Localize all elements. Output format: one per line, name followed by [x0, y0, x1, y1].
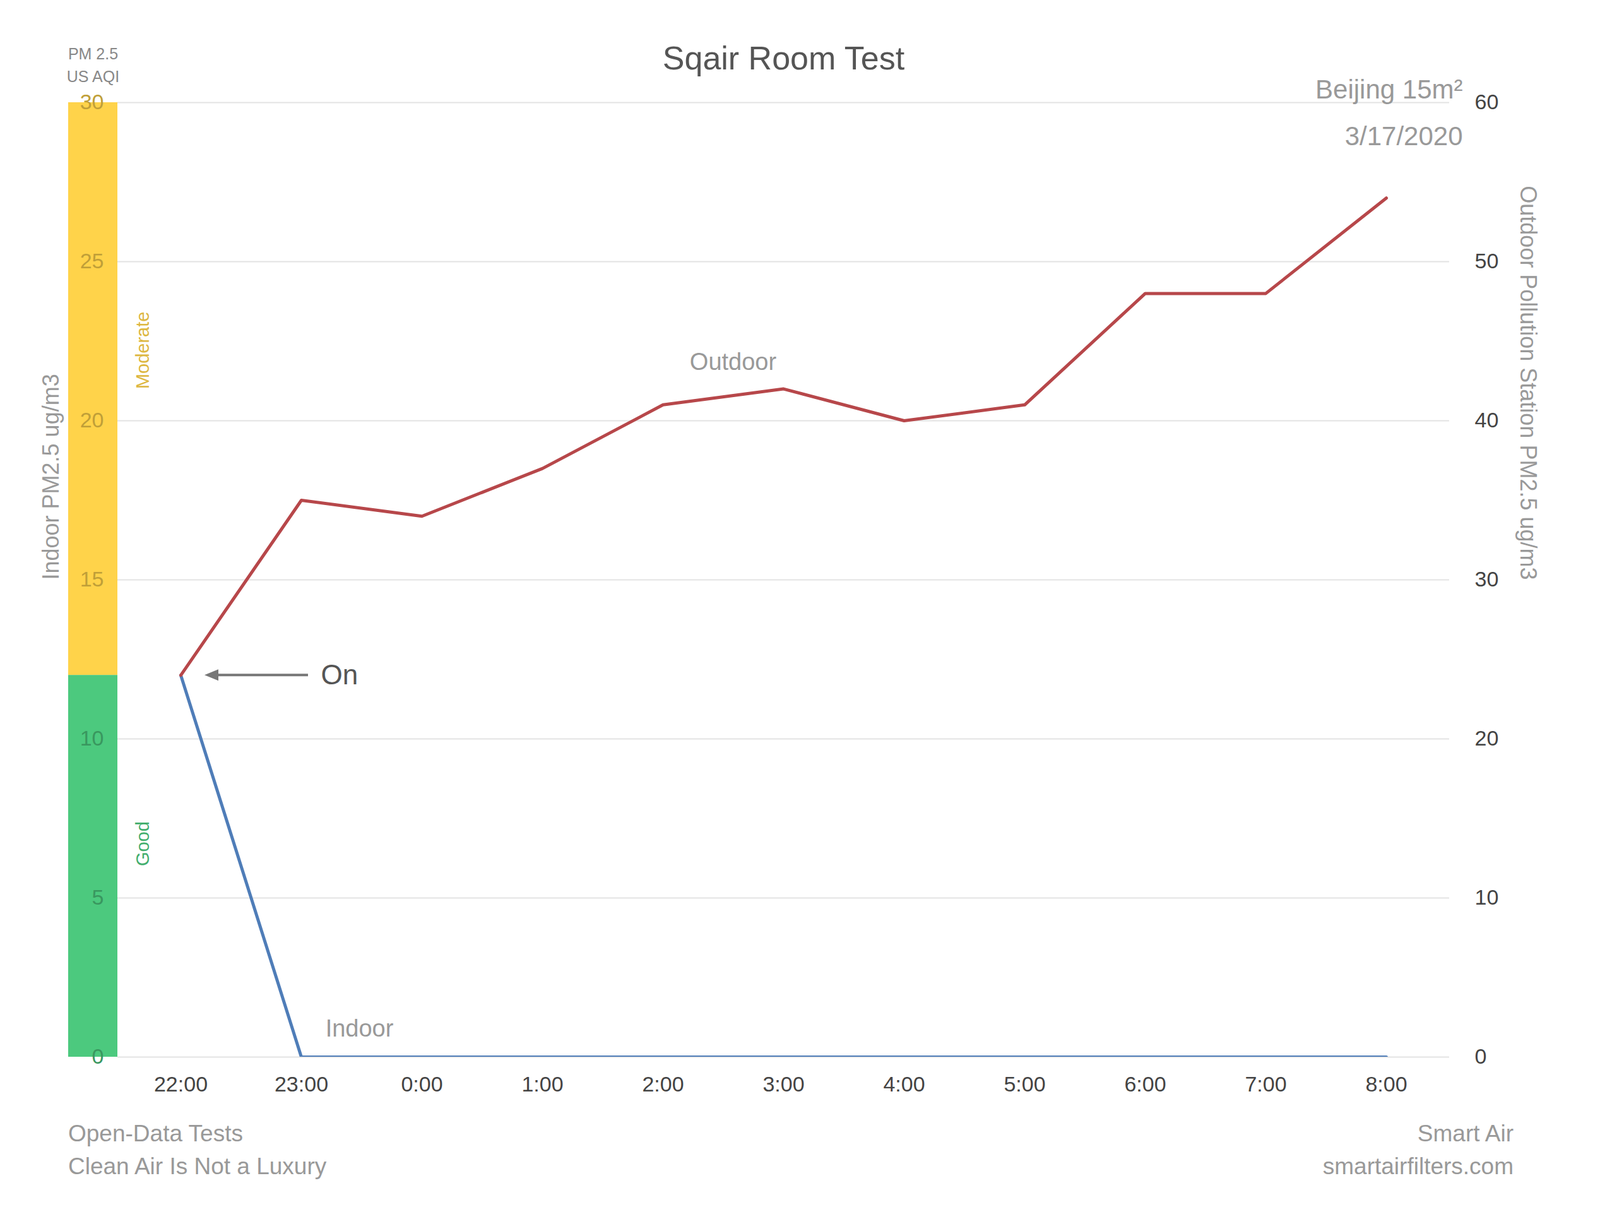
svg-text:0:00: 0:00	[400, 1071, 443, 1096]
svg-text:6:00: 6:00	[1124, 1071, 1166, 1096]
svg-text:30: 30	[80, 89, 105, 114]
svg-text:Indoor PM2.5 ug/m3: Indoor PM2.5 ug/m3	[37, 373, 64, 580]
svg-text:Sqair Room Test: Sqair Room Test	[662, 39, 906, 77]
svg-text:40: 40	[1475, 407, 1500, 432]
svg-text:50: 50	[1475, 248, 1500, 273]
svg-text:10: 10	[80, 725, 105, 750]
svg-text:5: 5	[92, 884, 105, 909]
svg-text:7:00: 7:00	[1244, 1071, 1287, 1096]
html-text:Smart Air: Smart Air	[1417, 1120, 1514, 1147]
svg-text:30: 30	[1475, 566, 1500, 591]
svg-text:0: 0	[92, 1043, 105, 1068]
svg-text:3:00: 3:00	[762, 1071, 805, 1096]
svg-text:20: 20	[1475, 725, 1500, 750]
svg-text:23:00: 23:00	[274, 1071, 329, 1096]
svg-text:2:00: 2:00	[641, 1071, 684, 1096]
svg-text:25: 25	[80, 248, 105, 273]
html-text:smartairfilters.com: smartairfilters.com	[1322, 1153, 1514, 1180]
svg-text:5:00: 5:00	[1003, 1071, 1046, 1096]
svg-text:4:00: 4:00	[882, 1071, 925, 1096]
svg-text:10: 10	[1475, 884, 1500, 909]
svg-text:22:00: 22:00	[154, 1071, 208, 1096]
svg-text:Good: Good	[132, 821, 153, 866]
svg-text:PM 2.5: PM 2.5	[68, 44, 119, 63]
svg-text:Outdoor: Outdoor	[689, 348, 777, 375]
svg-text:3/17/2020: 3/17/2020	[1345, 121, 1464, 151]
svg-text:US AQI: US AQI	[66, 67, 120, 86]
svg-text:Beijing 15m²: Beijing 15m²	[1315, 74, 1463, 105]
svg-text:8:00: 8:00	[1365, 1071, 1407, 1096]
svg-text:Outdoor Pollution Station PM2.: Outdoor Pollution Station PM2.5 ug/m3	[1515, 185, 1542, 580]
svg-text:Moderate: Moderate	[132, 311, 153, 390]
svg-text:15: 15	[80, 566, 105, 591]
html-text:Open-Data Tests: Open-Data Tests	[68, 1120, 243, 1147]
svg-text:On: On	[321, 658, 359, 690]
html-text:Clean Air Is Not a Luxury: Clean Air Is Not a Luxury	[68, 1153, 327, 1180]
svg-text:1:00: 1:00	[521, 1071, 563, 1096]
svg-text:60: 60	[1475, 89, 1500, 114]
svg-text:0: 0	[1475, 1043, 1488, 1068]
svg-text:Indoor: Indoor	[325, 1014, 394, 1042]
svg-text:20: 20	[80, 407, 105, 432]
